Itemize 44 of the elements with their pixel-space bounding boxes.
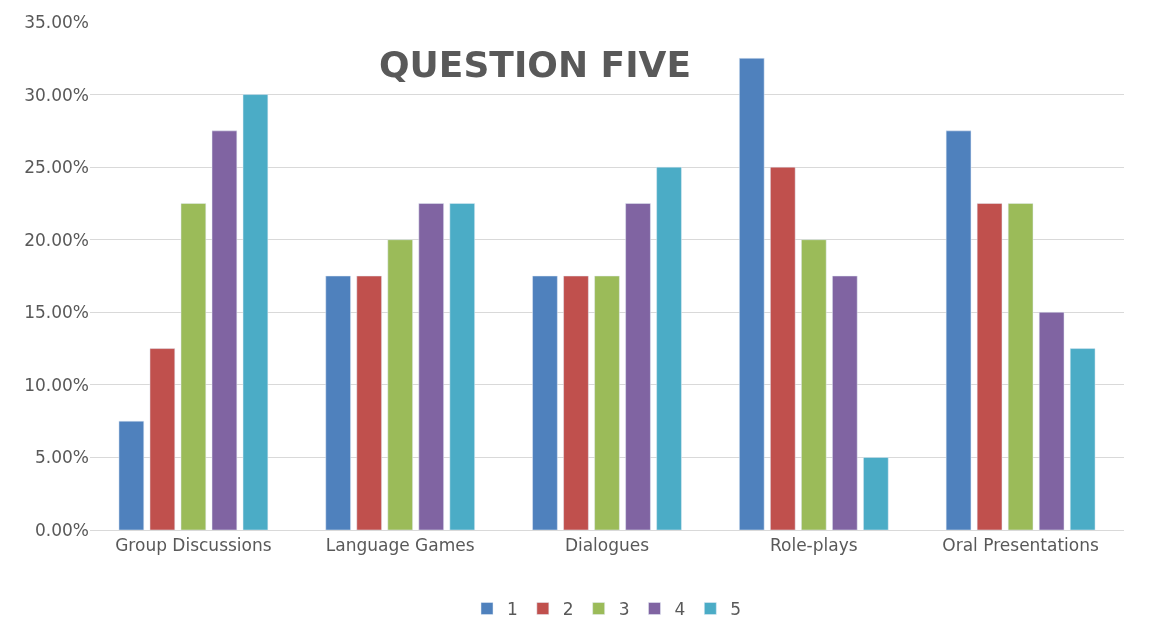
bar: [180, 203, 207, 530]
legend-label: 5: [730, 599, 742, 620]
bar: [356, 275, 382, 530]
y-tick-label: 35.00%: [24, 11, 89, 32]
x-tick-label: Dialogues: [564, 535, 650, 556]
y-tick-label: 30.00%: [24, 84, 89, 105]
y-tick-label: 0.00%: [34, 519, 89, 540]
bar: [656, 166, 682, 530]
x-tick-label: Role-plays: [769, 535, 858, 556]
bar: [1038, 312, 1065, 530]
bar: [770, 166, 796, 530]
bar: [449, 203, 475, 530]
bar: [594, 275, 620, 530]
x-tick-label: Group Discussions: [115, 535, 272, 556]
legend-label: 1: [507, 599, 518, 620]
bar: [418, 203, 444, 530]
bar: [976, 203, 1003, 530]
bar: [1069, 348, 1096, 530]
x-tick-label: Oral Presentations: [942, 535, 1100, 556]
y-tick-label: 5.00%: [34, 447, 89, 468]
bar: [242, 94, 269, 530]
bar: [118, 420, 145, 530]
bar: [1007, 203, 1034, 530]
y-tick-label: 15.00%: [24, 302, 89, 323]
bar: [532, 275, 558, 530]
bar: [149, 348, 176, 530]
bar: [739, 58, 765, 530]
bar: [625, 203, 651, 530]
y-tick-label: 25.00%: [24, 157, 89, 178]
legend-label: 4: [674, 599, 686, 620]
bar: [863, 457, 889, 530]
bar: [211, 130, 238, 530]
text: QUESTION FIVE: [379, 44, 692, 85]
y-tick-label: 10.00%: [24, 374, 89, 395]
legend-label: 2: [562, 599, 574, 620]
legend-label: 3: [618, 599, 630, 620]
bar: [387, 239, 413, 530]
bar: [801, 239, 827, 530]
bar: [563, 275, 589, 530]
bar: [832, 275, 858, 530]
y-tick-label: 20.00%: [24, 229, 89, 250]
x-tick-label: Language Games: [325, 535, 475, 556]
bar: [325, 275, 351, 530]
bar: [945, 130, 972, 530]
